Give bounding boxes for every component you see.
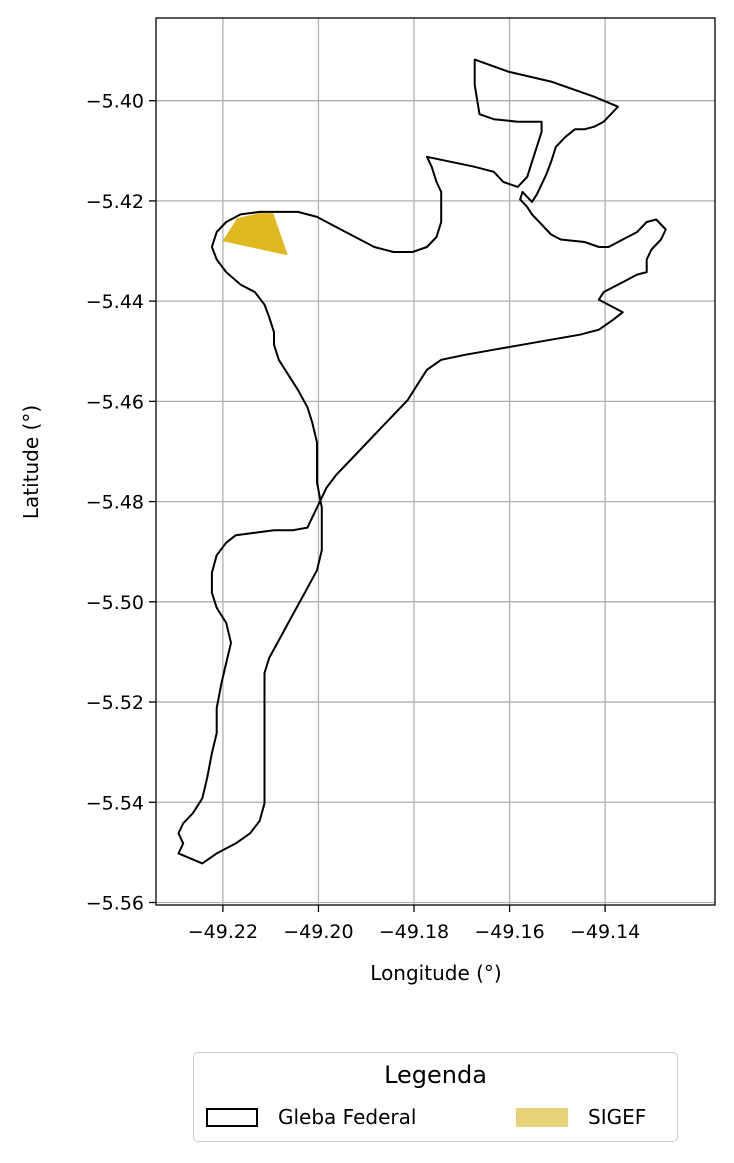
- legend-swatch-gleba-federal: [206, 1107, 258, 1127]
- plot-frame: [155, 17, 716, 906]
- y-axis-label: Latitude (°): [19, 405, 43, 519]
- y-tick-label: −5.44: [86, 291, 144, 313]
- legend-label-gleba-federal: Gleba Federal: [278, 1105, 417, 1129]
- map-layers: [177, 58, 667, 865]
- x-tick-label: −49.14: [570, 921, 640, 943]
- legend-title: Legenda: [384, 1061, 487, 1089]
- grid-lines: [156, 18, 715, 905]
- map-chart: −49.22 −49.20 −49.18 −49.16 −49.14 −5.40 −5.42…: [19, 17, 716, 985]
- y-tick-label: −5.52: [86, 692, 144, 714]
- x-tick-label: −49.18: [379, 921, 449, 943]
- y-tick-label: −5.40: [86, 91, 144, 113]
- x-axis-label: Longitude (°): [370, 961, 501, 985]
- y-tick-label: −5.50: [86, 592, 144, 614]
- sigef-polygon: [222, 213, 288, 256]
- plot-background: [156, 18, 715, 905]
- legend-entry-sigef: SIGEF: [516, 1105, 646, 1129]
- legend-swatch-sigef: [516, 1107, 568, 1127]
- legend-label-sigef: SIGEF: [588, 1105, 647, 1129]
- x-tick-label: −49.20: [283, 921, 353, 943]
- y-tick-label: −5.42: [86, 191, 144, 213]
- y-tick-label: −5.54: [86, 792, 144, 814]
- y-tick-label: −5.46: [86, 391, 144, 413]
- x-tick-label: −49.22: [188, 921, 258, 943]
- x-tick-label: −49.16: [474, 921, 544, 943]
- gleba-federal-polygon: [177, 58, 667, 865]
- legend-entry-gleba-federal: Gleba Federal: [206, 1105, 416, 1129]
- legend: Legenda Gleba Federal SIGEF: [193, 1052, 678, 1142]
- y-tick-label: −5.56: [86, 892, 144, 914]
- y-tick-label: −5.48: [86, 492, 144, 514]
- axis-ticks: −49.22 −49.20 −49.18 −49.16 −49.14 −5.40 −5.42…: [86, 91, 641, 943]
